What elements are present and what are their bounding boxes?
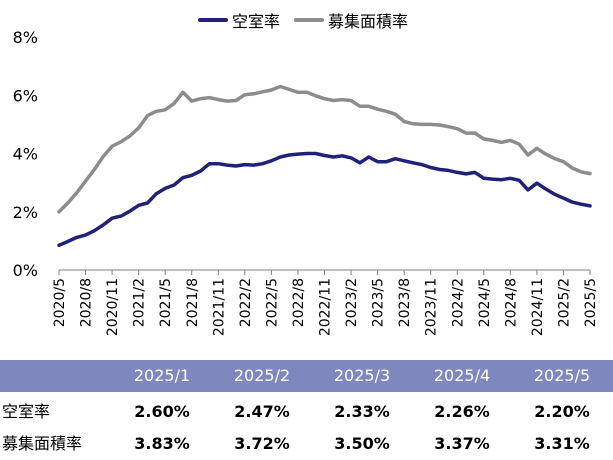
x-tick-label: 2022/2 — [238, 278, 254, 327]
x-tick-label: 2022/5 — [264, 278, 280, 327]
summary-table: 2025/1 2025/2 2025/3 2025/4 2025/5 空室率 2… — [0, 360, 613, 460]
x-tick-label: 2022/8 — [291, 278, 307, 327]
x-tick-label: 2024/8 — [503, 278, 519, 327]
table-cell: 2.33% — [334, 402, 390, 421]
table-header-row: 2025/1 2025/2 2025/3 2025/4 2025/5 — [0, 360, 613, 392]
x-tick-label: 2023/2 — [344, 278, 360, 327]
x-tick-label: 2022/11 — [318, 278, 334, 336]
legend-label-offering: 募集面積率 — [328, 12, 409, 31]
x-tick-label: 2023/5 — [371, 278, 387, 327]
x-tick-label: 2020/5 — [52, 278, 68, 327]
legend-label-vacancy: 空室率 — [232, 12, 281, 31]
series-line-offering — [57, 84, 592, 214]
x-tick-label: 2021/5 — [158, 278, 174, 327]
x-tick-label: 2025/5 — [583, 278, 599, 327]
line-chart: 0% 2% 4% 6% 8% 2020/5 2020/8 2020/11 2021/2 2021… — [13, 28, 599, 336]
series-line-vacancy — [57, 151, 592, 247]
row-label-offering: 募集面積率 — [2, 434, 83, 453]
x-axis: 2020/5 2020/8 2020/11 2021/2 2021/5 2021/8 202… — [52, 269, 599, 336]
table-cell: 3.31% — [534, 434, 590, 453]
x-tick-label: 2023/8 — [397, 278, 413, 327]
table-header-cell: 2025/3 — [333, 366, 391, 385]
table-cell: 3.83% — [134, 434, 190, 453]
x-tick-label: 2020/8 — [79, 278, 95, 327]
x-tick-label: 2021/11 — [211, 278, 227, 336]
table-cell: 2.26% — [434, 402, 490, 421]
table-cell: 3.72% — [234, 434, 290, 453]
row-label-vacancy: 空室率 — [2, 402, 51, 421]
table-cell: 2.60% — [134, 402, 190, 421]
y-tick-label: 2% — [13, 203, 38, 222]
x-tick-label: 2025/2 — [556, 278, 572, 327]
y-tick-label: 6% — [13, 86, 38, 105]
x-tick-label: 2020/11 — [105, 278, 121, 336]
x-tick-label: 2024/2 — [450, 278, 466, 327]
y-axis: 0% 2% 4% 6% 8% — [13, 28, 38, 280]
y-tick-label: 8% — [13, 28, 38, 47]
legend-swatch-offering — [294, 18, 325, 22]
legend: 空室率 募集面積率 — [198, 8, 422, 32]
x-tick-label: 2021/8 — [185, 278, 201, 327]
series-layer — [57, 84, 592, 247]
y-tick-label: 4% — [13, 145, 38, 164]
table-cell: 2.20% — [534, 402, 590, 421]
y-tick-label: 0% — [13, 261, 38, 280]
table-header-cell: 2025/2 — [233, 366, 291, 385]
x-tick-label: 2023/11 — [424, 278, 440, 336]
table-cell: 3.50% — [334, 434, 390, 453]
legend-swatch-vacancy — [198, 18, 228, 22]
legend-item-offering: 募集面積率 — [294, 8, 408, 32]
table-cell: 3.37% — [434, 434, 490, 453]
table-header-blank — [0, 360, 112, 392]
table-header-cell: 2025/4 — [433, 366, 491, 385]
table-header-cell: 2025/5 — [533, 366, 591, 385]
x-tick-label: 2024/5 — [477, 278, 493, 327]
x-tick-label: 2021/2 — [132, 278, 148, 327]
table-row: 募集面積率 3.83% 3.72% 3.50% 3.37% 3.31% — [0, 428, 613, 460]
legend-item-vacancy: 空室率 — [198, 8, 280, 32]
table-header-cell: 2025/1 — [133, 366, 191, 385]
x-tick-label: 2024/11 — [530, 278, 546, 336]
table-row: 空室率 2.60% 2.47% 2.33% 2.26% 2.20% — [0, 396, 613, 428]
table-cell: 2.47% — [234, 402, 290, 421]
